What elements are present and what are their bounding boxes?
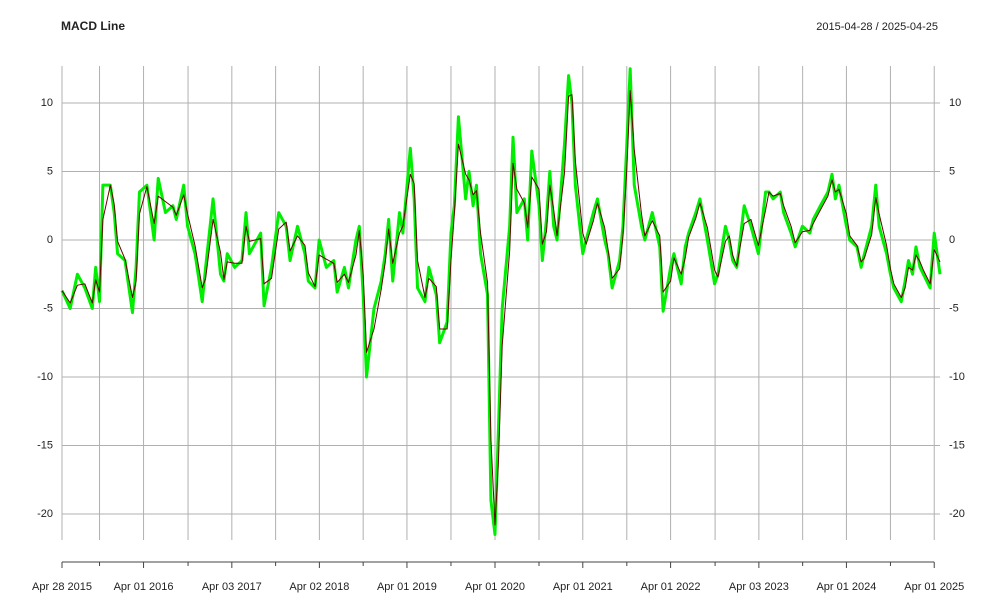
y-tick-label: -10 (37, 371, 53, 383)
x-tick-label: Apr 28 2015 (32, 581, 92, 593)
y-tick-label: -15 (37, 439, 53, 451)
y-tick-label-right: 5 (949, 165, 955, 177)
y-tick-label-right: -15 (949, 439, 965, 451)
y-tick-label-right: 10 (949, 97, 961, 109)
x-tick-label: Apr 01 2021 (553, 581, 613, 593)
x-tick-label: Apr 03 2017 (202, 581, 262, 593)
x-tick-label: Apr 01 2016 (114, 581, 174, 593)
x-tick-label: Apr 02 2018 (289, 581, 349, 593)
y-tick-label: 0 (47, 234, 53, 246)
x-tick-label: Apr 01 2022 (641, 581, 701, 593)
x-tick-label: Apr 01 2019 (377, 581, 437, 593)
series-line (60, 67, 942, 537)
y-tick-label: 10 (41, 97, 53, 109)
y-tick-label-right: -20 (949, 508, 965, 520)
x-tick-label: Apr 01 2020 (465, 581, 525, 593)
y-tick-label: -5 (43, 302, 53, 314)
x-tick-label: Apr 03 2023 (729, 581, 789, 593)
y-tick-label-right: -5 (949, 302, 959, 314)
y-tick-label: -20 (37, 508, 53, 520)
chart-title: MACD Line (61, 19, 125, 33)
y-tick-label-right: 0 (949, 234, 955, 246)
series-line (61, 90, 941, 526)
date-range: 2015-04-28 / 2025-04-25 (816, 21, 938, 33)
x-tick-label: Apr 01 2024 (816, 581, 876, 593)
y-tick-label-right: -10 (949, 371, 965, 383)
y-tick-label: 5 (47, 165, 53, 177)
x-tick-label: Apr 01 2025 (904, 581, 964, 593)
